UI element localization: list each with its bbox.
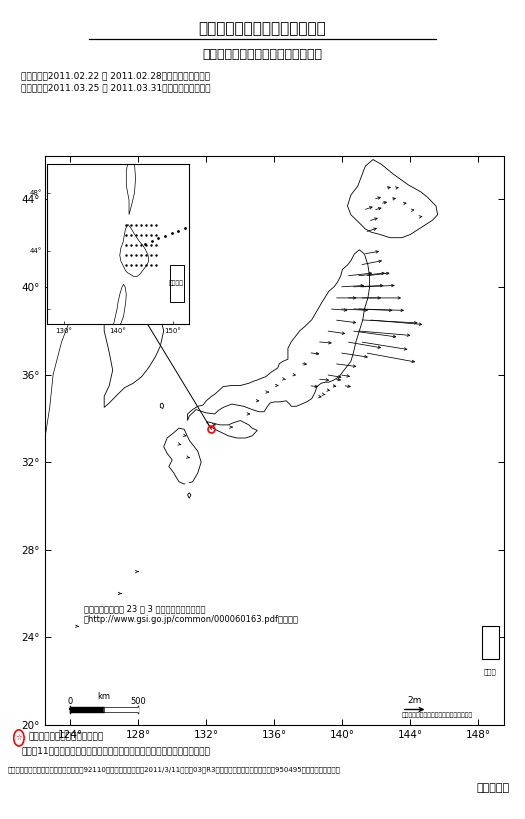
Polygon shape	[64, 625, 66, 627]
Text: 白抜き矢印：保守等によるオフセット補正: 白抜き矢印：保守等によるオフセット補正	[402, 713, 473, 718]
Text: 固定局：福江（９５０４６２）: 固定局：福江（９５０４６２）	[29, 733, 104, 741]
Polygon shape	[106, 608, 109, 610]
Polygon shape	[173, 495, 176, 498]
Polygon shape	[348, 160, 438, 238]
Text: km: km	[98, 691, 111, 700]
Bar	[170, 265, 184, 301]
Polygon shape	[206, 420, 257, 438]
Text: 伊方発電所: 伊方発電所	[121, 282, 151, 292]
Polygon shape	[109, 603, 113, 606]
Polygon shape	[178, 489, 182, 492]
Bar	[482, 627, 499, 659]
Polygon shape	[94, 615, 97, 618]
Polygon shape	[165, 508, 169, 511]
Polygon shape	[142, 553, 145, 555]
Polygon shape	[133, 575, 137, 579]
Polygon shape	[138, 564, 142, 568]
Text: ２月下旬〜３月下旬の１ヶ月間: ２月下旬〜３月下旬の１ヶ月間	[198, 21, 327, 36]
Polygon shape	[159, 522, 162, 525]
Polygon shape	[69, 627, 71, 629]
Polygon shape	[164, 428, 201, 484]
Polygon shape	[127, 149, 135, 215]
Text: 基準期間：2011.02.22 〜 2011.02.28　［Ｆ３：最終解］: 基準期間：2011.02.22 〜 2011.02.28 ［Ｆ３：最終解］	[21, 71, 210, 79]
Polygon shape	[160, 403, 164, 409]
Text: ☆: ☆	[15, 734, 23, 742]
Polygon shape	[52, 627, 55, 629]
Text: 全国の地殻変動（水平）－１ヶ月－: 全国の地殻変動（水平）－１ヶ月－	[203, 48, 322, 61]
Polygon shape	[101, 269, 164, 407]
Text: 0: 0	[68, 697, 73, 706]
Polygon shape	[185, 482, 190, 486]
Polygon shape	[114, 596, 118, 600]
Text: 国土地理院　平成 23 年 3 月の地殻変動について
（http://www.gsi.go.jp/common/000060163.pdf）に加筆: 国土地理院 平成 23 年 3 月の地殻変動について （http://www.g…	[84, 604, 299, 624]
Polygon shape	[60, 627, 62, 628]
Polygon shape	[187, 250, 370, 420]
Text: ・３月11日に発生した東北地方太平洋沖地震に伴う地殻変動が見られます。: ・３月11日に発生した東北地方太平洋沖地震に伴う地殻変動が見られます。	[21, 747, 210, 755]
Polygon shape	[152, 535, 155, 538]
Text: 南鳥島: 南鳥島	[484, 668, 497, 675]
Text: 国土地理院: 国土地理院	[476, 783, 509, 793]
Polygon shape	[89, 620, 92, 622]
Polygon shape	[81, 624, 85, 627]
Text: 比較期間：2011.03.25 〜 2011.03.31　［Ｒ３：速報解］: 比較期間：2011.03.25 〜 2011.03.31 ［Ｒ３：速報解］	[21, 84, 211, 92]
Polygon shape	[119, 590, 123, 595]
Text: 500: 500	[130, 697, 146, 706]
Polygon shape	[2, 156, 45, 725]
Text: 沖ノ鳥島: 沖ノ鳥島	[169, 281, 184, 287]
Text: 東北方太平洋沖地震に伴い，つくば１（92110）が変動したため，2011/3/11以降の03，R3解析においては固定点を与論（950495）へ変更している．: 東北方太平洋沖地震に伴い，つくば１（92110）が変動したため，2011/3/1…	[8, 767, 341, 773]
Polygon shape	[74, 626, 77, 629]
Polygon shape	[120, 224, 149, 276]
Text: 2m: 2m	[407, 696, 422, 705]
Polygon shape	[110, 284, 127, 333]
Polygon shape	[143, 541, 146, 545]
Polygon shape	[99, 611, 102, 613]
Polygon shape	[187, 493, 191, 498]
Polygon shape	[125, 584, 129, 587]
Polygon shape	[50, 624, 52, 626]
